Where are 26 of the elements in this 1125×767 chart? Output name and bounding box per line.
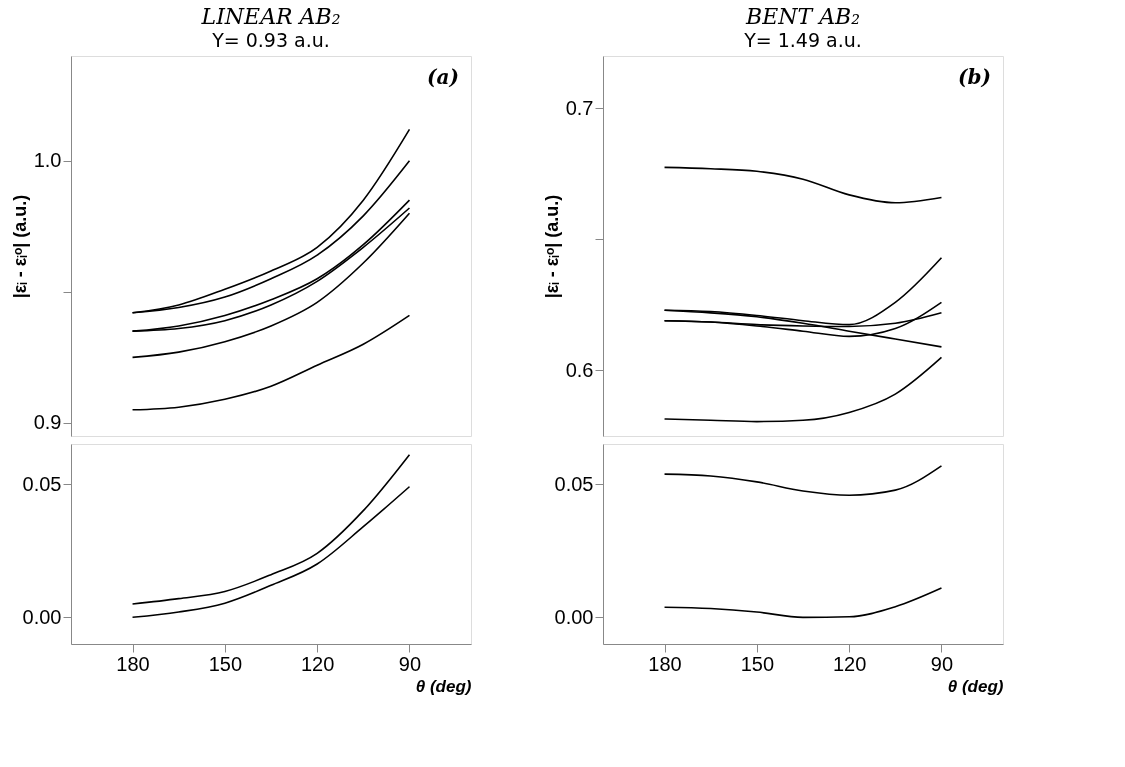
x-tick-label: 150 [740, 652, 775, 675]
y-tick-label: 0.7 [565, 96, 594, 119]
annotation: (b) [958, 65, 991, 89]
y-tick-label: 0.05 [554, 472, 594, 495]
x-axis-title: θ (deg) [415, 676, 472, 696]
annotation: (a) [427, 65, 459, 89]
x-tick-label: 120 [832, 652, 867, 675]
y-axis-title: |εᵢ - εᵢᵒ| (a.u.) [9, 194, 30, 299]
chart-subtitle: Y= 0.93 a.u. [211, 29, 330, 51]
y-tick-label: 0.05 [22, 472, 62, 495]
y-tick-label: 0.9 [33, 411, 62, 434]
chart-title: LINEAR AB₂ [200, 4, 341, 29]
chart-subtitle: Y= 1.49 a.u. [743, 29, 862, 51]
x-tick-label: 90 [398, 652, 422, 675]
chart-title: BENT AB₂ [744, 4, 861, 29]
x-tick-label: 180 [648, 652, 682, 675]
x-tick-label: 90 [930, 652, 954, 675]
x-tick-label: 150 [208, 652, 243, 675]
y-tick-label: 0.00 [554, 605, 594, 628]
x-tick-label: 120 [300, 652, 335, 675]
x-axis-title: θ (deg) [947, 676, 1004, 696]
y-tick-label: 0.6 [565, 358, 594, 381]
x-tick-label: 180 [116, 652, 150, 675]
y-tick-label: 1.0 [33, 149, 62, 172]
y-tick-label: 0.00 [22, 605, 62, 628]
y-axis-title: |εᵢ - εᵢᵒ| (a.u.) [541, 194, 562, 299]
